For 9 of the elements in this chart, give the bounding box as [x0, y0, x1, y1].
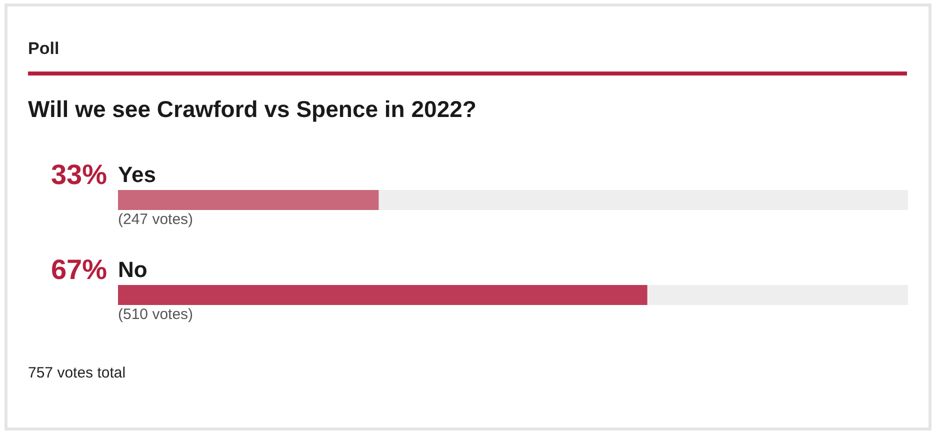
chart-title: Poll [28, 39, 60, 58]
y-tick-label: Yes [118, 162, 156, 187]
text: 757 votes total [28, 364, 126, 382]
data-label: 67% [50, 254, 108, 285]
chart-subtitle: Will we see Crawford vs Spence in 2022? [28, 96, 476, 122]
data-label: 33% [50, 159, 108, 190]
annotation: (247 votes) [118, 211, 194, 228]
y-tick-label: No [118, 257, 148, 282]
annotation: (510 votes) [118, 306, 194, 323]
